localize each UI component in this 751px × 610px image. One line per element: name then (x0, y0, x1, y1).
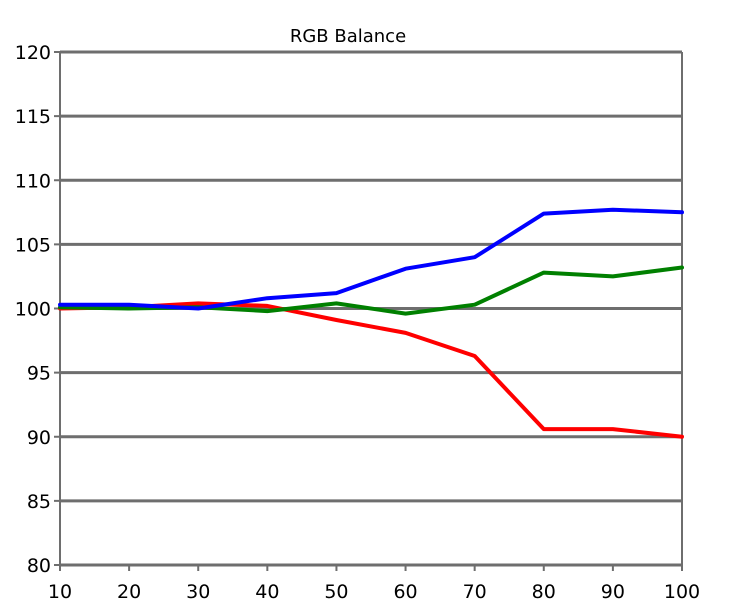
axes (54, 51, 683, 571)
y-tick-label: 120 (15, 42, 51, 64)
y-tick-label: 95 (27, 363, 51, 385)
x-tick-label: 70 (463, 581, 487, 603)
y-tick-label: 100 (15, 299, 51, 321)
x-tick-label: 90 (601, 581, 625, 603)
x-tick-label: 80 (532, 581, 556, 603)
y-tick-label: 110 (15, 170, 51, 192)
x-tick-label: 20 (117, 581, 141, 603)
series-line-2 (58, 207, 684, 311)
x-tick-label: 40 (255, 581, 279, 603)
y-tick-labels: 80 85 90 95 100 105 110 115 120 (15, 42, 51, 577)
series-line-0 (58, 301, 684, 439)
x-tick-label: 50 (324, 581, 348, 603)
y-tick-label: 80 (27, 555, 51, 577)
y-tick-label: 115 (15, 106, 51, 128)
chart-title: RGB Balance (290, 26, 406, 47)
x-tick-label: 100 (664, 581, 700, 603)
x-tick-labels: 10 20 30 40 50 60 70 80 90 100 (48, 581, 700, 603)
y-tick-label: 90 (27, 427, 51, 449)
y-tick-label: 105 (15, 234, 51, 256)
x-tick-label: 10 (48, 581, 72, 603)
series-group (58, 207, 684, 439)
y-tick-label: 85 (27, 491, 51, 513)
x-tick-label: 30 (186, 581, 210, 603)
x-tick-label: 60 (393, 581, 417, 603)
